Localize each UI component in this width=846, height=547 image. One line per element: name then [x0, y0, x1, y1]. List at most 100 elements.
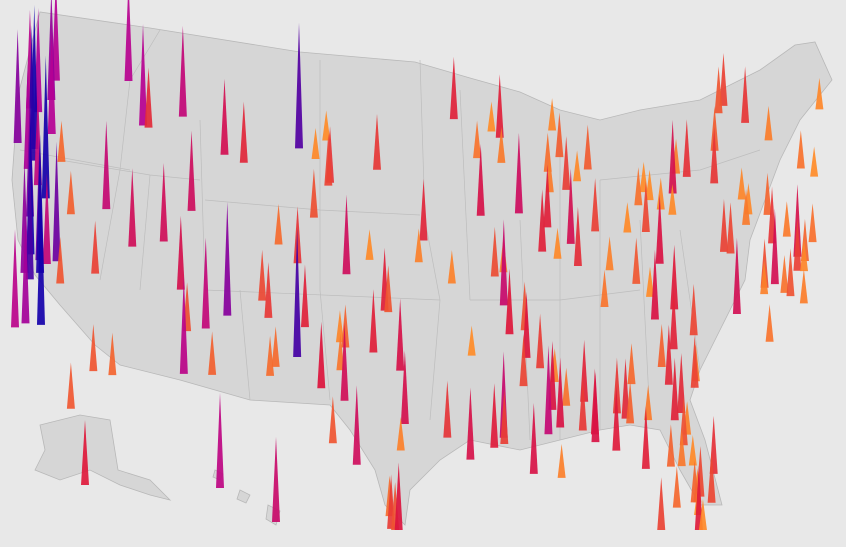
spike: [544, 345, 553, 435]
spike: [682, 119, 691, 177]
spike: [562, 367, 571, 406]
spike: [449, 56, 458, 120]
spike: [309, 168, 318, 218]
spike: [293, 206, 302, 264]
spike: [737, 167, 746, 200]
spike: [396, 298, 405, 371]
spike: [466, 387, 475, 460]
spike: [741, 66, 750, 123]
spike: [139, 24, 148, 126]
spike: [657, 323, 666, 367]
spike: [66, 362, 75, 409]
spike: [57, 120, 66, 162]
spike: [672, 466, 681, 508]
spike: [799, 268, 808, 304]
spike: [726, 202, 735, 254]
spike: [272, 437, 280, 522]
spike: [578, 374, 587, 431]
spike: [322, 110, 331, 141]
spike: [641, 405, 650, 469]
spike: [591, 372, 600, 443]
spike: [765, 304, 774, 342]
spike: [56, 236, 65, 284]
spike: [36, 183, 45, 325]
spike: [144, 67, 153, 128]
spike: [208, 331, 217, 375]
spike: [179, 276, 188, 374]
spike: [710, 126, 719, 184]
spike: [514, 132, 523, 214]
spike: [677, 352, 686, 413]
spike: [42, 173, 51, 264]
spike: [668, 119, 677, 194]
spike: [124, 0, 133, 81]
spike: [108, 332, 117, 376]
spike: [670, 244, 679, 310]
spike: [612, 385, 621, 451]
spike: [341, 304, 350, 348]
spike: [694, 465, 703, 530]
spike: [770, 208, 779, 285]
spike: [384, 265, 393, 313]
spike: [91, 220, 100, 274]
spike: [505, 268, 514, 335]
spike: [760, 260, 769, 295]
spike: [128, 168, 137, 247]
spike: [655, 194, 664, 264]
spike: [66, 170, 75, 215]
spike: [295, 22, 304, 149]
spike: [719, 52, 728, 106]
spikes: [11, 0, 824, 530]
spike: [220, 78, 229, 155]
spike: [373, 113, 382, 170]
spike: [497, 127, 506, 163]
spike: [536, 313, 545, 369]
spike: [657, 477, 666, 530]
spike: [690, 460, 699, 503]
spike: [690, 335, 699, 388]
spike: [400, 350, 409, 424]
spike: [566, 168, 575, 244]
spike: [336, 333, 345, 371]
spike: [786, 248, 795, 297]
spike: [714, 66, 723, 114]
spike: [670, 357, 679, 421]
spike: [645, 266, 654, 297]
spike: [519, 334, 528, 387]
spike: [239, 101, 248, 163]
spike: [352, 385, 361, 465]
spike: [600, 269, 609, 307]
spike: [764, 105, 773, 141]
spike: [495, 74, 504, 138]
spike: [689, 283, 698, 336]
spike: [650, 249, 659, 320]
spike: [626, 380, 635, 424]
spike: [677, 429, 686, 467]
spike: [538, 189, 547, 252]
spike: [732, 237, 741, 315]
spike: [573, 150, 582, 182]
spike: [800, 239, 809, 272]
spike: [621, 358, 630, 419]
spike: [553, 227, 562, 259]
spike: [562, 136, 571, 190]
spike: [612, 357, 621, 414]
spike: [25, 151, 34, 280]
spike: [719, 199, 728, 252]
spike: [178, 25, 187, 117]
spike: [223, 201, 232, 316]
spike: [668, 184, 677, 215]
spike: [176, 215, 185, 290]
spike: [328, 396, 337, 444]
spike: [591, 178, 600, 232]
spike: [342, 194, 351, 275]
spike: [490, 383, 499, 448]
spike: [548, 98, 557, 131]
spike: [698, 499, 707, 530]
spike: [627, 343, 636, 385]
spike: [529, 402, 538, 474]
spike: [443, 380, 452, 438]
spike: [467, 325, 476, 356]
